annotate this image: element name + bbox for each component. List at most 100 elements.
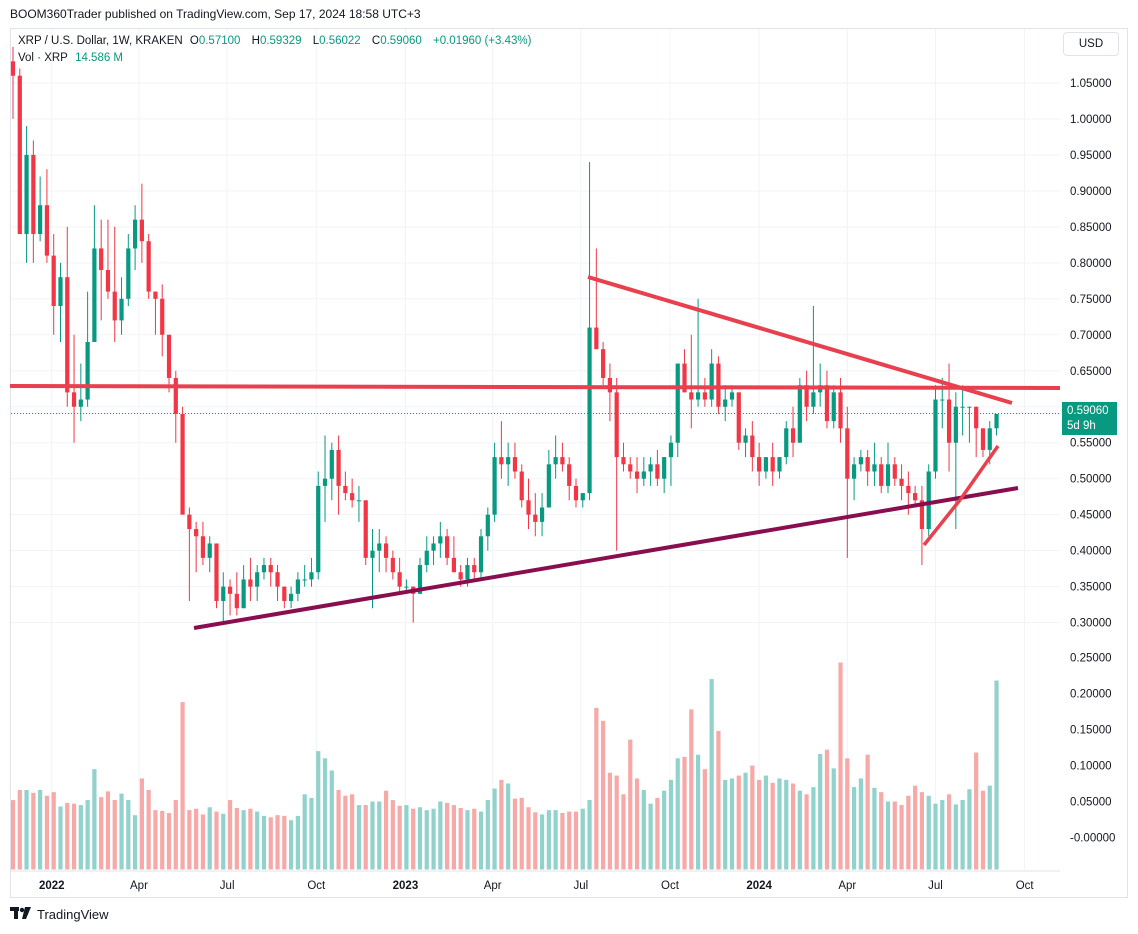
candle-body [933,399,938,472]
candle-body [763,457,769,472]
candle-body [227,586,233,594]
price-tick-label: 0.90000 [1070,186,1112,198]
candle-body [512,457,518,472]
volume-bar [526,807,531,870]
volume-bar [478,811,484,870]
candle-body [553,457,558,465]
volume-bar [166,813,172,870]
candle-body [851,464,857,479]
time-tick-label: Oct [1016,880,1035,892]
candle-body [682,363,687,393]
volume-bar [377,801,382,870]
volume-bar [573,811,579,870]
low-value-group: L0.56022 [313,35,365,47]
candle-body [940,399,945,401]
volume-bar [946,794,952,870]
candle-body [865,457,870,472]
volume-bar [994,680,999,870]
candle-body [350,493,355,501]
descending-trend-line[interactable] [587,275,1013,405]
volume-bar [736,775,741,870]
volume-bar [879,792,884,870]
ascending-support-line[interactable] [193,486,1019,630]
candle-body [329,449,334,479]
volume-bar [913,785,918,870]
candle-body [397,572,402,587]
candle-body [65,277,70,393]
volume-bar [322,758,328,870]
candle-body [573,485,579,501]
volume-tick-label: 0.15000 [1070,725,1112,737]
volume-bar [858,778,863,870]
volume-bar [695,754,701,870]
candle-body [85,341,90,400]
price-tick-label: 0.50000 [1070,474,1112,486]
volume-bar [601,720,606,870]
candle-body [519,471,524,501]
volume-bar [607,772,613,870]
short-uptrend-line-left[interactable] [922,498,962,547]
candle-body [431,543,436,551]
volume-bar [784,779,789,870]
volume-bar [248,808,253,870]
candle-body [675,363,680,443]
volume-bar [675,758,680,870]
volume-bar [424,810,429,870]
volume-bar [44,795,50,870]
price-tick-label: 0.55000 [1070,438,1112,450]
volume-bar [831,768,836,870]
candle-body [200,536,206,558]
candle-body [309,572,314,580]
volume-bar [200,814,206,870]
candle-body [478,536,484,573]
price-tick-label: 1.05000 [1070,78,1112,90]
volume-bar [851,787,857,870]
candle-body [241,579,246,609]
volume-bar [445,802,450,870]
candle-body [804,385,809,407]
volume-bar [383,790,389,870]
volume-bar [546,810,551,870]
candle-body [153,291,158,299]
volume-bar [662,790,667,870]
time-tick-label: Apr [130,880,148,892]
resistance-horizontal-line[interactable] [9,384,1061,390]
candle-body [51,255,56,306]
candle-body [641,471,646,479]
volume-bar [790,783,796,870]
time-tick-label: Apr [484,880,502,892]
short-uptrend-line-right[interactable] [958,444,1000,502]
candle-body [370,550,375,558]
candle-body [913,493,918,501]
low-value: 0.56022 [319,35,361,47]
candle-body [892,464,897,479]
volume-bar [126,800,131,870]
candle-body [506,457,511,465]
candle-body [628,464,633,472]
volume-bar [689,709,694,870]
volume-bar [65,802,70,870]
candle-body [445,536,450,558]
volume-bar [974,752,979,870]
candle-body [594,327,599,350]
candle-body [845,428,850,479]
volume-bar [295,815,300,870]
volume-bar [472,808,477,870]
currency-button[interactable]: USD [1063,32,1119,56]
candle-body [587,327,592,494]
candle-body [824,385,830,422]
candle-body [289,593,294,602]
symbol-label[interactable]: XRP / U.S. Dollar, 1W, KRAKEN [18,35,183,47]
tradingview-branding[interactable]: TradingView [10,907,109,922]
change-value: +0.01960 (+3.43%) [433,35,532,47]
candle-body [58,277,63,306]
candle-body [404,586,409,588]
volume-label[interactable]: Vol · XRP [18,52,68,64]
candle-body [465,565,470,580]
volume-bar [411,808,416,870]
volume-bar [390,800,395,870]
last-price-label: 0.59060 5d 9h [1062,402,1117,435]
candle-body [377,543,382,551]
candle-body [770,457,775,472]
